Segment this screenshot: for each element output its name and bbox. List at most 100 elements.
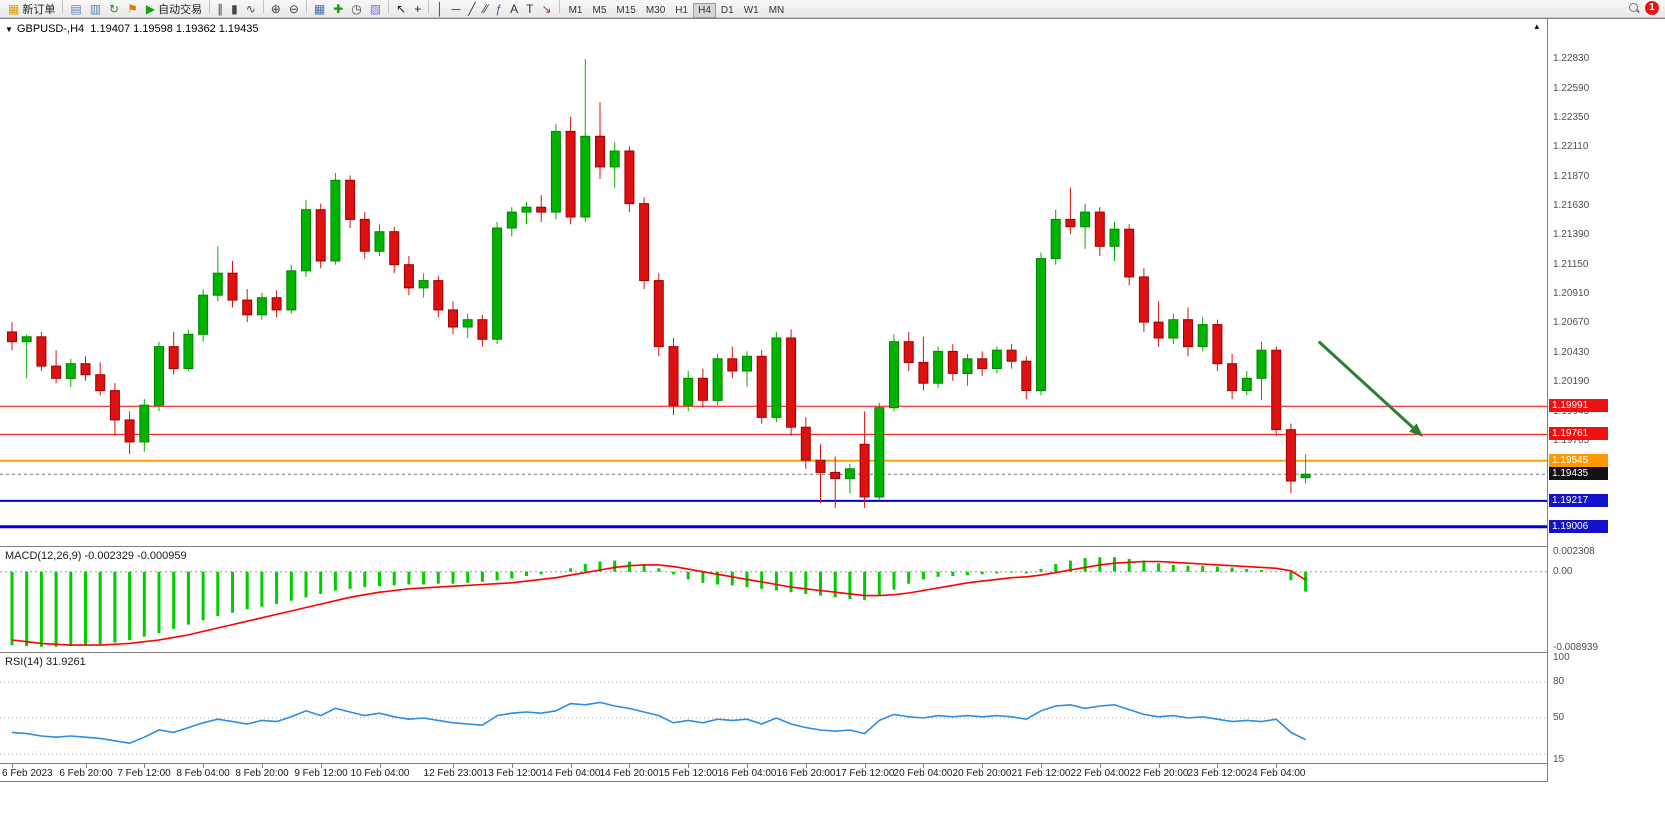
time-label: 7 Feb 12:00 <box>117 768 171 779</box>
toolbar-separator <box>305 0 307 13</box>
toolbar-separator <box>558 0 560 13</box>
price-axis[interactable]: 1.22830 1.22590 1.22350 1.22110 1.21870 1.216… <box>1547 19 1665 782</box>
line-chart-mode-button[interactable]: ∿ <box>242 1 260 17</box>
zoom-in-icon: ⊕ <box>270 1 281 16</box>
time-label: 24 Feb 04:00 <box>1246 768 1306 779</box>
chart-symbol-label: GBPUSD-,H4 <box>16 23 85 35</box>
rsi-plot[interactable] <box>0 653 1547 764</box>
time-label: 10 Feb 04:00 <box>350 768 410 779</box>
time-label: 6 Feb 2023 <box>2 768 53 779</box>
cursor-icon: ↖ <box>396 1 407 16</box>
fibonacci-tool-button[interactable]: ƒ <box>491 1 506 17</box>
time-axis[interactable]: 6 Feb 2023 6 Feb 20:00 7 Feb 12:00 8 Feb 04… <box>0 764 1547 782</box>
text-tool-button[interactable]: A <box>506 1 522 17</box>
timeframe-mn-button[interactable]: MN <box>764 3 790 18</box>
price-tick-label: 1.21630 <box>1553 200 1590 211</box>
chart-title: ▼ GBPUSD-,H4 1.19407 1.19598 1.19362 1.19… <box>5 23 259 35</box>
time-label: 14 Feb 20:00 <box>599 768 659 779</box>
macd-axis-label: -0.008939 <box>1553 642 1599 653</box>
refresh-icon: ↻ <box>109 1 120 16</box>
time-tick <box>1041 764 1042 768</box>
zoom-in-button[interactable]: ⊕ <box>267 1 285 17</box>
time-tick <box>571 764 572 768</box>
time-label: 9 Feb 12:00 <box>294 768 348 779</box>
time-label: 20 Feb 04:00 <box>893 768 953 779</box>
cursor-button[interactable]: ↖ <box>392 1 410 17</box>
bar-chart-mode-button[interactable]: ∥ <box>213 1 227 17</box>
time-label: 16 Feb 20:00 <box>776 768 836 779</box>
timeframe-m30-button[interactable]: M30 <box>641 3 670 18</box>
timeframe-m1-button[interactable]: M1 <box>564 3 588 18</box>
profiles-button[interactable]: ▥ <box>86 1 105 17</box>
candle-chart-mode-button[interactable]: ▮ <box>227 1 242 17</box>
time-tick <box>321 764 322 768</box>
label-tool-icon: T <box>526 1 534 16</box>
tile-windows-button[interactable]: ▦ <box>310 1 329 17</box>
refresh-button[interactable]: ↻ <box>105 1 123 17</box>
charts-grid-button[interactable]: ▤ <box>66 1 85 17</box>
rsi-panel[interactable]: RSI(14) 31.9261 <box>0 653 1547 764</box>
time-tick <box>380 764 381 768</box>
search-icon[interactable] <box>1629 3 1639 13</box>
bar-chart-mode-icon: ∥ <box>217 1 224 16</box>
indicators-icon: ✚ <box>333 1 344 16</box>
timeframe-w1-button[interactable]: W1 <box>739 3 764 18</box>
time-label: 12 Feb 23:00 <box>423 768 483 779</box>
timeframe-d1-button[interactable]: D1 <box>716 3 739 18</box>
time-label: 22 Feb 04:00 <box>1070 768 1130 779</box>
label-tool-button[interactable]: T <box>522 1 537 17</box>
indicators-button[interactable]: ✚ <box>329 1 347 17</box>
price-line-badge: 1.19545 <box>1549 454 1608 467</box>
time-tick <box>865 764 866 768</box>
time-tick <box>512 764 513 768</box>
price-line-badge: 1.19435 <box>1549 467 1608 480</box>
time-label: 21 Feb 12:00 <box>1011 768 1071 779</box>
horizontal-line-tool-button[interactable]: ─ <box>448 1 465 17</box>
macd-panel[interactable]: MACD(12,26,9) -0.002329 -0.000959 <box>0 547 1547 653</box>
new-order-button[interactable]: ▦ 新订单 <box>4 1 59 17</box>
periods-icon: ◷ <box>351 1 362 16</box>
price-tick-label: 1.22590 <box>1553 83 1590 94</box>
zoom-out-button[interactable]: ⊖ <box>285 1 303 17</box>
main-chart-panel[interactable]: ▼ GBPUSD-,H4 1.19407 1.19598 1.19362 1.19… <box>0 19 1547 547</box>
macd-plot[interactable] <box>0 547 1547 653</box>
timeframe-m15-button[interactable]: M15 <box>611 3 640 18</box>
rsi-axis-label: 100 <box>1553 652 1570 663</box>
time-label: 8 Feb 04:00 <box>176 768 230 779</box>
autotrading-button[interactable]: ▶ 自动交易 <box>142 1 206 17</box>
candlestick-plot[interactable] <box>0 19 1547 547</box>
time-label: 23 Feb 12:00 <box>1187 768 1247 779</box>
time-tick <box>806 764 807 768</box>
timeframe-h4-button[interactable]: H4 <box>693 2 716 18</box>
time-tick <box>747 764 748 768</box>
zoom-out-icon: ⊖ <box>288 1 299 16</box>
price-line-badge: 1.19217 <box>1549 494 1608 507</box>
toolbar-items: ▦ 新订单 ▤ ▥ ↻ ⚑ ▶ 自动交易 ∥ ▮ ∿ ⊕ ⊖ ▦ ✚ ◷ ▧ ↖ + │ ─ ╱ ⁄⁄ ƒ A T ↘ <box>4 0 563 18</box>
channel-tool-button[interactable]: ⁄⁄ <box>479 1 491 17</box>
toolbar-separator <box>388 0 390 13</box>
notification-badge[interactable]: 1 <box>1645 1 1659 15</box>
alerts-button[interactable]: ⚑ <box>123 1 142 17</box>
time-tick <box>1276 764 1277 768</box>
fibonacci-tool-icon: ƒ <box>495 1 503 16</box>
price-line-badge: 1.19006 <box>1549 520 1608 533</box>
vertical-line-tool-icon: │ <box>436 1 444 16</box>
line-chart-mode-icon: ∿ <box>245 1 256 16</box>
templates-button[interactable]: ▧ <box>366 1 385 17</box>
time-label: 14 Feb 04:00 <box>541 768 601 779</box>
timeframe-h1-button[interactable]: H1 <box>670 3 693 18</box>
arrows-tool-button[interactable]: ↘ <box>538 1 556 17</box>
crosshair-button[interactable]: + <box>410 1 425 17</box>
crosshair-icon: + <box>414 1 422 16</box>
trendline-tool-button[interactable]: ╱ <box>464 1 479 17</box>
collapse-icon[interactable]: ▼ <box>5 25 13 34</box>
toolbar-separator <box>428 0 430 13</box>
vertical-line-tool-button[interactable]: │ <box>432 1 448 17</box>
timeframe-m5-button[interactable]: M5 <box>587 3 611 18</box>
time-label: 15 Feb 12:00 <box>658 768 718 779</box>
time-label: 22 Feb 20:00 <box>1129 768 1189 779</box>
periods-button[interactable]: ◷ <box>347 1 365 17</box>
tile-windows-icon: ▦ <box>313 1 326 16</box>
price-tick-label: 1.21390 <box>1553 229 1590 240</box>
time-tick <box>688 764 689 768</box>
